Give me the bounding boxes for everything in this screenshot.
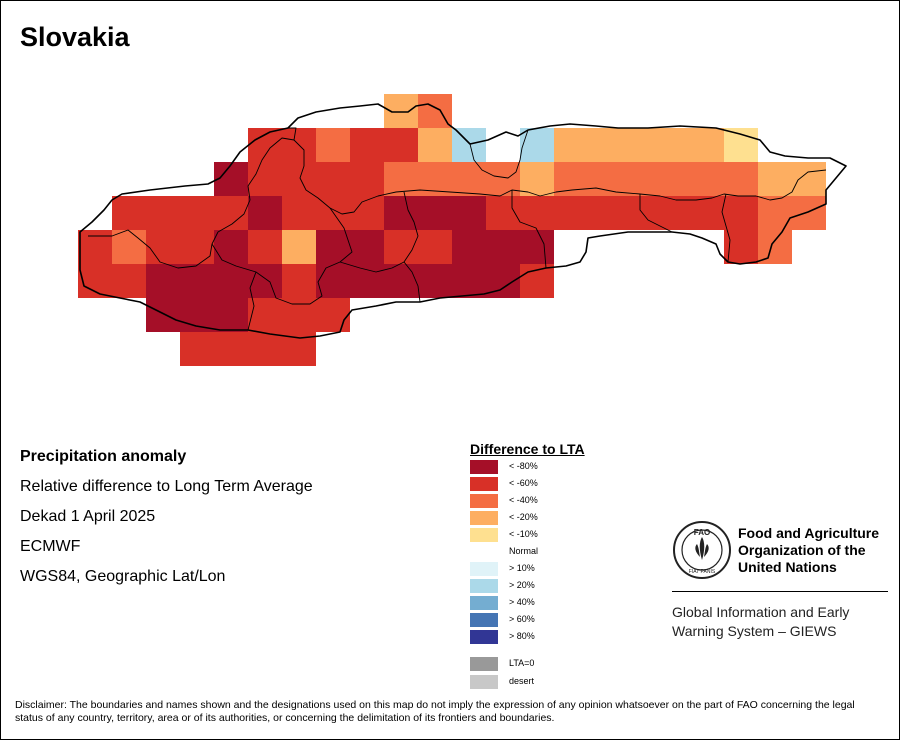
legend-title: Difference to LTA <box>470 441 585 457</box>
anomaly-cells <box>78 94 826 366</box>
precipitation-anomaly-map <box>78 94 847 366</box>
anomaly-cell <box>758 196 826 230</box>
fao-divider <box>672 591 888 592</box>
legend-swatch <box>470 477 498 491</box>
legend-swatch <box>470 494 498 508</box>
region-line <box>469 129 529 179</box>
legend-label: Normal <box>509 546 539 556</box>
svg-text:FIAT PANIS: FIAT PANIS <box>689 569 716 575</box>
anomaly-cell <box>248 128 316 162</box>
region-line <box>88 137 827 269</box>
legend-label: < -20% <box>509 512 538 522</box>
legend-swatch <box>470 562 498 576</box>
anomaly-cell <box>384 162 520 196</box>
legend-label: > 60% <box>509 614 535 624</box>
anomaly-cell <box>112 196 248 230</box>
anomaly-cell <box>520 162 554 196</box>
legend-label: desert <box>509 676 535 686</box>
map-subtitle: Precipitation anomaly <box>20 448 187 465</box>
country-outline <box>79 103 847 339</box>
anomaly-cell <box>282 264 316 298</box>
anomaly-cell <box>146 264 282 298</box>
disclaimer: Disclaimer: The boundaries and names sho… <box>15 699 855 724</box>
region-line <box>403 191 419 263</box>
map-info: Precipitation anomaly Relative differenc… <box>20 446 313 596</box>
legend-swatch <box>470 511 498 525</box>
map-description: Relative difference to Long Term Average <box>20 478 313 495</box>
region-line <box>247 271 257 331</box>
legend-label: > 10% <box>509 563 535 573</box>
anomaly-cell <box>758 162 826 196</box>
anomaly-cell <box>316 264 520 298</box>
giews-label: Global Information and Early Warning Sys… <box>672 604 850 639</box>
anomaly-cell <box>384 196 486 230</box>
anomaly-cell <box>248 162 384 196</box>
legend-swatch <box>470 460 498 474</box>
region-line <box>211 207 353 305</box>
region-line <box>339 261 421 303</box>
map-title: Slovakia <box>20 22 130 52</box>
legend-label: < -80% <box>509 461 538 471</box>
anomaly-cell <box>146 230 214 264</box>
anomaly-cell <box>214 230 248 264</box>
anomaly-cell <box>554 162 758 196</box>
anomaly-cell <box>554 128 724 162</box>
legend-label: > 40% <box>509 597 535 607</box>
legend: Difference to LTA < -80% < -60% < -40% < -2… <box>470 441 670 689</box>
anomaly-cell <box>78 264 146 298</box>
legend-label: < -40% <box>509 495 538 505</box>
legend-label: LTA=0 <box>509 658 535 668</box>
legend-swatch <box>470 579 498 593</box>
region-line <box>721 193 731 263</box>
anomaly-cell <box>520 264 554 298</box>
map-projection: WGS84, Geographic Lat/Lon <box>20 568 226 585</box>
slovakia-boundary <box>79 103 847 339</box>
fao-branding: FAO FIAT PANIS Food and Agriculture Orga… <box>672 520 888 639</box>
anomaly-cell <box>112 230 146 264</box>
legend-swatch <box>470 613 498 627</box>
region-boundaries <box>88 127 827 331</box>
anomaly-cell <box>758 230 792 264</box>
map-date: Dekad 1 April 2025 <box>20 508 156 525</box>
legend-swatch <box>470 596 498 610</box>
region-line <box>288 127 297 141</box>
legend-label: > 80% <box>509 631 535 641</box>
region-line <box>511 190 547 269</box>
legend-label: < -10% <box>509 529 538 539</box>
anomaly-cell <box>486 196 758 230</box>
legend-swatch <box>470 675 498 689</box>
anomaly-cell <box>520 128 554 162</box>
map-source: ECMWF <box>20 538 81 555</box>
fao-name: Food and Agriculture Organization of the… <box>738 525 880 575</box>
legend-swatch <box>470 528 498 542</box>
anomaly-cell <box>350 128 418 162</box>
legend-swatch <box>470 630 498 644</box>
fao-logo-icon: FAO FIAT PANIS <box>673 521 731 579</box>
legend-label: > 20% <box>509 580 535 590</box>
legend-swatch <box>470 545 498 559</box>
svg-text:FAO: FAO <box>694 528 710 537</box>
anomaly-cell <box>78 230 112 264</box>
anomaly-cell <box>316 128 350 162</box>
legend-swatch <box>470 657 498 671</box>
anomaly-cell <box>452 128 486 162</box>
anomaly-cell <box>282 230 316 264</box>
anomaly-cell <box>248 230 282 264</box>
anomaly-cell <box>452 230 554 264</box>
region-line <box>639 194 673 233</box>
anomaly-cell <box>248 196 282 230</box>
anomaly-cell <box>248 298 350 332</box>
anomaly-cell <box>724 128 758 162</box>
anomaly-cell <box>418 128 452 162</box>
legend-label: < -60% <box>509 478 538 488</box>
